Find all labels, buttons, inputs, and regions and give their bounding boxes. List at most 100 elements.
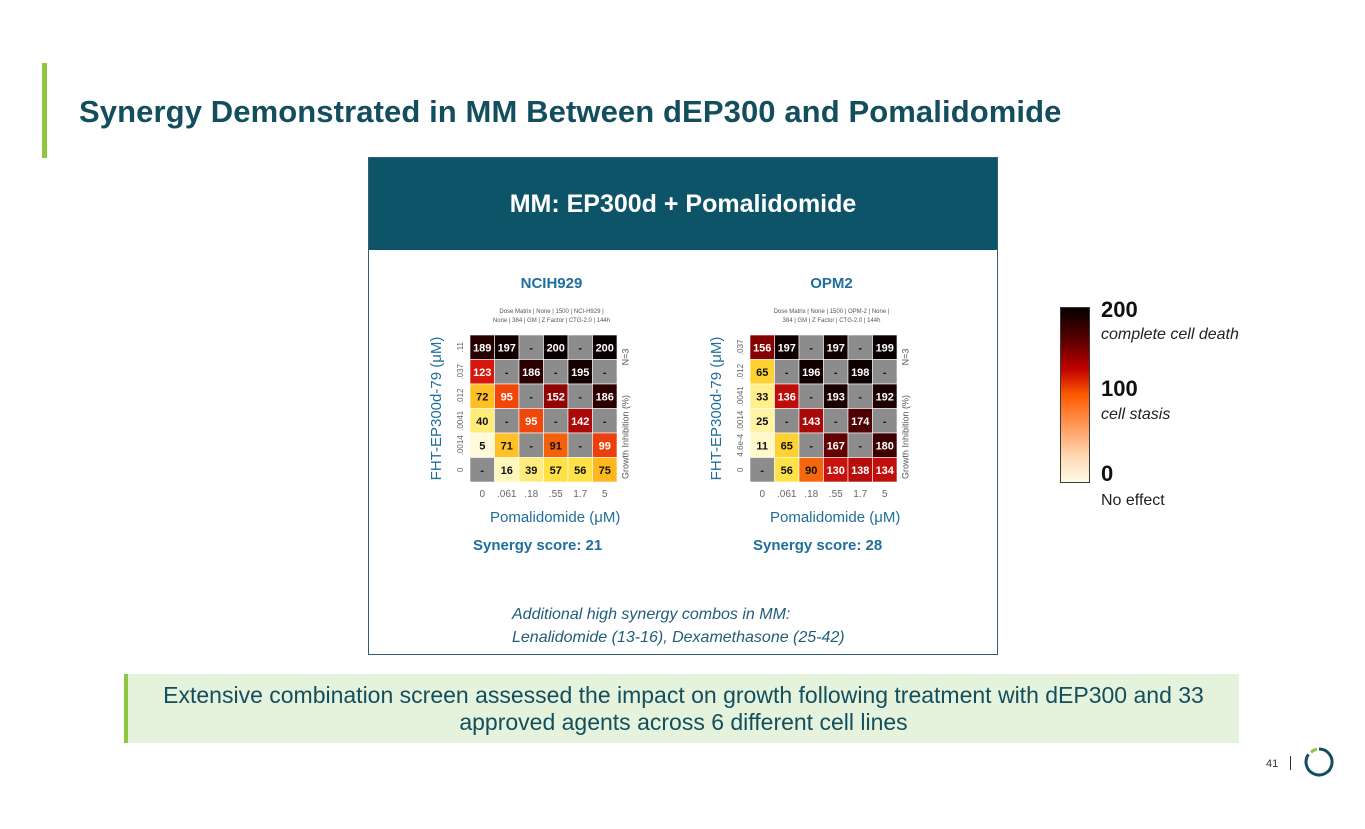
heatmap-cell-value: 186 [522,367,540,379]
panel-subtitle-1: Dose Matrix | None | 1500 | OPM-2 | None… [774,309,890,315]
heatmap-cell-value: 167 [827,440,845,452]
title-accent-bar [42,63,47,158]
heatmap-cell [798,359,824,385]
legend-high-label: complete cell death [1101,326,1239,343]
heatmap-cell [567,432,593,458]
heatmap-cell [823,334,849,360]
heatmap-cell [823,359,849,385]
heatmap-cell-value: - [858,342,862,354]
synergy-score: Synergy score: 21 [473,537,602,554]
heatmap-cell-value: 134 [876,465,895,477]
heatmap-cell-value: 5 [479,440,485,452]
heatmap-cell-value: 123 [473,367,491,379]
heatmap-cell-value: - [809,440,813,452]
y-tick-label: .0041 [736,386,745,407]
heatmap-cell [543,383,569,409]
heatmap-cell-value: - [505,416,509,428]
heatmap-cell-value: 33 [756,391,768,403]
heatmap-cell [543,457,569,483]
heatmap-cell-value: - [858,440,862,452]
heatmap-cell [847,383,873,409]
heatmap-cell-value: 197 [498,342,516,354]
heatmap-cell-value: - [554,367,558,379]
heatmap-cell [567,457,593,483]
heatmap-cell [592,359,618,385]
y-tick-label: .012 [456,388,465,404]
x-tick-label: 0 [759,489,765,500]
heatmap-cell [494,359,520,385]
heatmap-cell-value: - [858,391,862,403]
heatmap-cell [592,334,618,360]
heatmap-cell [592,457,618,483]
heatmap-cell [749,432,775,458]
heatmap-cell [543,432,569,458]
heatmap-cell-value: 197 [827,342,845,354]
heatmap-cell-value: 95 [525,416,537,428]
x-tick-label: .18 [524,489,538,500]
heatmap-cell [774,383,800,409]
x-axis-label: Pomalidomide (μM) [490,509,620,526]
heatmap-cell [469,457,495,483]
heatmap-cell-value: 99 [599,440,611,452]
heatmap-cell [798,383,824,409]
panel-subtitle-0: Dose Matrix | None | 1500 | NCI-H929 | [499,309,604,315]
panel-title-1: OPM2 [810,275,853,292]
heatmap-cell-value: - [480,465,484,477]
heatmap-cell-value: - [785,416,789,428]
heatmap-cell-value: 143 [802,416,820,428]
heatmap-cell-value: - [760,465,764,477]
figure-header: MM: EP300d + Pomalidomide [369,158,997,250]
heatmap-cell [494,334,520,360]
y-tick-label: 4.6e-4 [736,433,745,456]
heatmap-cell [872,383,898,409]
y-tick-label: .012 [736,363,745,379]
heatmap-figure: NCIH929 Dose Matrix | None | 1500 | NCI-H… [428,275,910,554]
heatmap-cell-value: - [809,342,813,354]
figure-note-line-1: Additional high synergy combos in MM: [512,606,791,623]
x-tick-label: .55 [549,489,563,500]
figure-panel: MM: EP300d + Pomalidomide NCIH929 Dose Ma… [368,157,998,655]
heatmap-cell-value: - [554,416,558,428]
heatmap-cell [567,383,593,409]
heatmap-cell-value: 192 [876,391,894,403]
n-label: N=3 [620,349,630,366]
y-tick-label: .0041 [456,410,465,431]
x-tick-label: 0 [479,489,485,500]
heatmap-cell-value: 90 [805,465,817,477]
heatmap-cell-value: - [529,391,533,403]
legend-low-label: No effect [1101,492,1165,509]
heatmap-cell [872,359,898,385]
synergy-score: Synergy score: 28 [753,537,882,554]
heatmap-cell-value: - [529,342,533,354]
heatmap-cell [823,432,849,458]
heatmap-cell-value: 65 [756,367,768,379]
legend-high-value: 200 [1101,297,1138,322]
heatmap-cell-value: 198 [851,367,869,379]
heatmap-cell-value: 71 [501,440,513,452]
legend-mid-label: cell stasis [1101,406,1171,423]
heatmap-cell [592,383,618,409]
n-label: N=3 [900,349,910,366]
heatmap-cell-value: 142 [571,416,589,428]
heatmap-cell-value: 95 [501,391,513,403]
heatmap-cell-value: 180 [876,440,894,452]
heatmap-cell-value: 189 [473,342,491,354]
heatmap-cell-value: 25 [756,416,768,428]
heatmap-cell-value: 75 [599,465,611,477]
figure-note-line-2: Lenalidomide (13-16), Dexamethasone (25-… [512,629,845,646]
heatmap-cell-value: 130 [827,465,845,477]
y-tick-label: .0014 [456,435,465,456]
heatmap-cell-value: 16 [501,465,513,477]
heatmap-cell [592,432,618,458]
heatmap-cell-value: - [603,367,607,379]
heatmap-cell-value: 199 [876,342,894,354]
right-axis-label: Growth Inhibition (%) [620,395,630,479]
callout-text: Extensive combination screen assessed th… [163,681,1204,735]
heatmap-cell [469,334,495,360]
heatmap-cell-value: 40 [476,416,488,428]
x-axis-label: Pomalidomide (μM) [770,509,900,526]
heatmap-cell-value: - [809,391,813,403]
heatmap-cell [494,408,520,434]
heatmap-cell-value: - [834,367,838,379]
y-tick-label: 0 [456,467,465,472]
